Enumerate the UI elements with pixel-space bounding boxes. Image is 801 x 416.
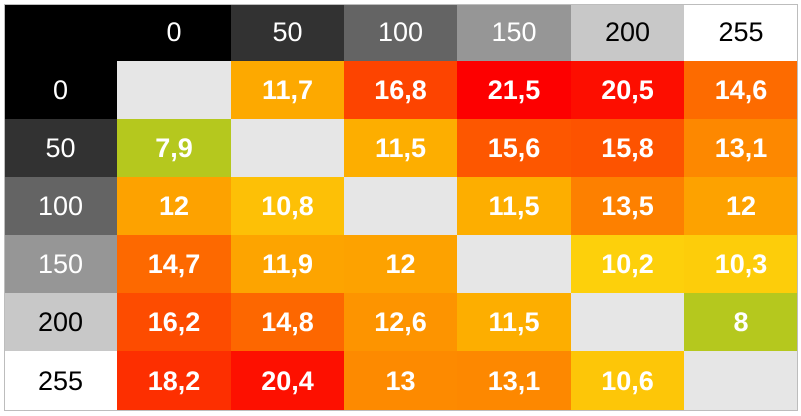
diagonal-cell [117,61,231,119]
value-cell: 12 [684,177,798,235]
value-cell: 11,5 [457,293,571,351]
value-cell: 14,8 [231,293,344,351]
value-cell: 20,5 [571,61,684,119]
value-cell: 13,1 [457,351,571,411]
row-header: 200 [4,293,117,351]
heatmap-grid: 0 50 100 150 200 255 0 50 100 150 200 255 11,7 16,8 21… [4,4,798,411]
row-header: 150 [4,235,117,293]
value-cell: 11,5 [344,119,457,177]
column-header: 100 [344,4,457,61]
value-cell: 7,9 [117,119,231,177]
column-header: 50 [231,4,344,61]
value-cell: 20,4 [231,351,344,411]
diagonal-cell [457,235,571,293]
value-cell: 11,7 [231,61,344,119]
value-cell: 11,5 [457,177,571,235]
value-cell: 12 [344,235,457,293]
column-header: 0 [117,4,231,61]
value-cell: 12 [117,177,231,235]
value-cell: 13,5 [571,177,684,235]
value-cell: 8 [684,293,798,351]
column-header: 255 [684,4,798,61]
value-cell: 10,3 [684,235,798,293]
diagonal-cell [684,351,798,411]
row-header: 0 [4,61,117,119]
value-cell: 16,8 [344,61,457,119]
value-cell: 14,6 [684,61,798,119]
row-header: 255 [4,351,117,411]
value-cell: 13,1 [684,119,798,177]
value-cell: 10,8 [231,177,344,235]
value-cell: 11,9 [231,235,344,293]
value-cell: 16,2 [117,293,231,351]
row-header: 100 [4,177,117,235]
column-header: 150 [457,4,571,61]
value-cell: 21,5 [457,61,571,119]
diagonal-cell [571,293,684,351]
diagonal-cell [231,119,344,177]
column-header: 200 [571,4,684,61]
value-cell: 10,2 [571,235,684,293]
value-cell: 18,2 [117,351,231,411]
value-cell: 14,7 [117,235,231,293]
value-cell: 12,6 [344,293,457,351]
value-cell: 10,6 [571,351,684,411]
row-header: 50 [4,119,117,177]
value-cell: 13 [344,351,457,411]
diagonal-cell [344,177,457,235]
value-cell: 15,6 [457,119,571,177]
corner-cell [4,4,117,61]
value-cell: 15,8 [571,119,684,177]
